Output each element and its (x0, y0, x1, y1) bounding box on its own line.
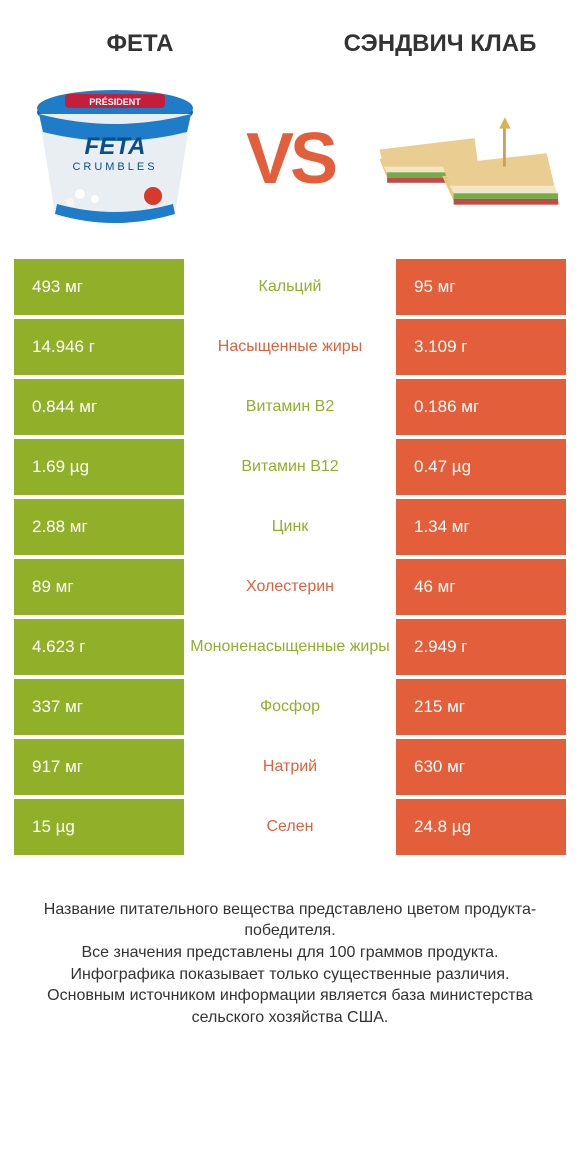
footnote: Название питательного вещества представл… (0, 859, 580, 1029)
left-value: 2.88 мг (14, 499, 184, 555)
left-product-image: PRÉSIDENT FETA CRUMBLES (20, 79, 210, 239)
table-row: 1.69 µgВитамин B120.47 µg (14, 439, 566, 495)
table-row: 4.623 гМононенасыщенные жиры2.949 г (14, 619, 566, 675)
sandwich-icon (370, 89, 560, 229)
infographic-root: ФЕТА СЭНДВИЧ КЛАБ PRÉSIDENT FETA CRUMBLE… (0, 0, 580, 1174)
right-value: 630 мг (396, 739, 566, 795)
svg-text:FETA: FETA (85, 133, 146, 160)
table-row: 493 мгКальций95 мг (14, 259, 566, 315)
nutrient-label: Насыщенные жиры (184, 319, 396, 375)
left-value: 0.844 мг (14, 379, 184, 435)
hero-row: PRÉSIDENT FETA CRUMBLES VS (0, 69, 580, 259)
table-row: 0.844 мгВитамин B20.186 мг (14, 379, 566, 435)
footnote-line: Основным источником информации является … (30, 985, 550, 1028)
table-row: 917 мгНатрий630 мг (14, 739, 566, 795)
svg-text:CRUMBLES: CRUMBLES (72, 161, 157, 173)
left-value: 1.69 µg (14, 439, 184, 495)
right-value: 46 мг (396, 559, 566, 615)
svg-text:PRÉSIDENT: PRÉSIDENT (89, 97, 141, 107)
left-value: 15 µg (14, 799, 184, 855)
table-row: 15 µgСелен24.8 µg (14, 799, 566, 855)
header: ФЕТА СЭНДВИЧ КЛАБ (0, 0, 580, 69)
left-value: 89 мг (14, 559, 184, 615)
nutrient-label: Мононенасыщенные жиры (184, 619, 396, 675)
right-product-image (370, 79, 560, 239)
nutrient-label: Холестерин (184, 559, 396, 615)
right-value: 1.34 мг (396, 499, 566, 555)
vs-label: VS (246, 118, 334, 200)
comparison-table: 493 мгКальций95 мг14.946 гНасыщенные жир… (0, 259, 580, 859)
left-value: 917 мг (14, 739, 184, 795)
left-value: 14.946 г (14, 319, 184, 375)
left-product-title: ФЕТА (40, 30, 240, 59)
footnote-line: Все значения представлены для 100 граммо… (30, 942, 550, 964)
right-value: 2.949 г (396, 619, 566, 675)
footnote-line: Название питательного вещества представл… (30, 899, 550, 942)
nutrient-label: Витамин B12 (184, 439, 396, 495)
nutrient-label: Цинк (184, 499, 396, 555)
nutrient-label: Витамин B2 (184, 379, 396, 435)
right-value: 215 мг (396, 679, 566, 735)
right-value: 24.8 µg (396, 799, 566, 855)
left-value: 4.623 г (14, 619, 184, 675)
nutrient-label: Кальций (184, 259, 396, 315)
left-value: 337 мг (14, 679, 184, 735)
footnote-line: Инфографика показывает только существенн… (30, 964, 550, 986)
nutrient-label: Селен (184, 799, 396, 855)
nutrient-label: Фосфор (184, 679, 396, 735)
table-row: 14.946 гНасыщенные жиры3.109 г (14, 319, 566, 375)
feta-tub-icon: PRÉSIDENT FETA CRUMBLES (25, 84, 205, 234)
left-value: 493 мг (14, 259, 184, 315)
right-product-title: СЭНДВИЧ КЛАБ (340, 30, 540, 59)
table-row: 337 мгФосфор215 мг (14, 679, 566, 735)
nutrient-label: Натрий (184, 739, 396, 795)
right-value: 3.109 г (396, 319, 566, 375)
right-value: 0.47 µg (396, 439, 566, 495)
right-value: 0.186 мг (396, 379, 566, 435)
table-row: 89 мгХолестерин46 мг (14, 559, 566, 615)
right-value: 95 мг (396, 259, 566, 315)
table-row: 2.88 мгЦинк1.34 мг (14, 499, 566, 555)
